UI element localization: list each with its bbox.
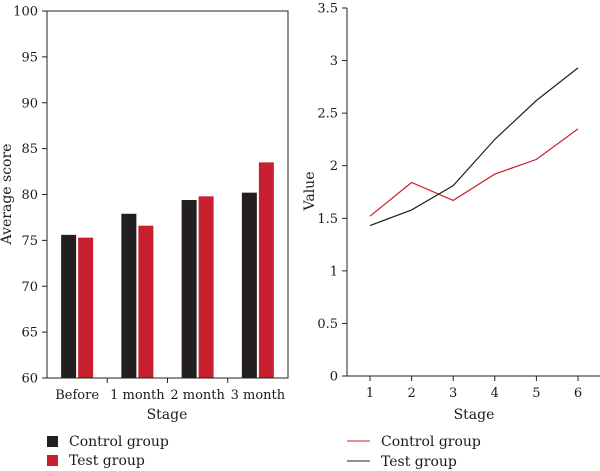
bar-test [258,162,274,378]
legend-label-test: Test group [69,453,145,469]
y-tick-label: 1.5 [317,212,338,227]
bar-test [138,225,154,378]
line-chart: Value Stage Control group Test group 0 0.… [302,2,600,470]
y-tick-label: 75 [21,234,38,249]
bar-control [121,213,137,378]
legend-swatch-test [47,455,58,466]
y-tick-label: 3.5 [317,2,338,17]
y-tick-label: 3 [330,54,338,69]
x-tick-label: Before [55,388,99,403]
y-tick-label: 2.5 [317,107,338,122]
x-tick-label: 3 month [231,388,286,403]
y-tick-label: 60 [21,372,38,387]
y-tick-label: 95 [21,50,38,65]
legend-label-test: Test group [381,454,457,470]
y-tick-label: 85 [21,142,38,157]
plot-frame [46,10,289,379]
legend-swatch-control [47,436,58,447]
y-tick-label: 80 [21,188,38,203]
y-tick-label: 90 [21,96,38,111]
x-tick-label: 5 [532,386,540,401]
legend-label-control: Control group [69,434,169,450]
x-tick-label: 4 [491,386,499,401]
bar-chart-legend: Control group Test group [47,434,169,469]
x-tick-label: 1 month [110,388,165,403]
x-tick-label: 6 [574,386,582,401]
x-tick-label: 1 [366,386,374,401]
line-chart-xlabel: Stage [454,407,495,423]
y-tick-label: 100 [13,5,38,20]
y-tick-label: 70 [21,280,38,295]
bar-control [241,192,257,378]
x-tick-label: 2 month [170,388,225,403]
line-chart-ylabel: Value [302,172,318,212]
y-tick-label: 0 [330,370,338,385]
bar-chart: Average score Stage Control group Test g… [0,5,289,469]
bar-test [78,237,94,378]
legend-label-control: Control group [381,434,481,450]
bar-chart-ylabel: Average score [0,144,15,246]
bar-test [198,196,214,378]
x-tick-label: 3 [449,386,457,401]
bar-control [61,234,77,378]
y-tick-label: 0.5 [317,317,338,332]
x-tick-label: 2 [407,386,415,401]
bar-chart-xlabel: Stage [147,407,188,423]
line-control [369,128,579,217]
line-test [369,67,579,227]
bar-control [181,200,197,378]
y-tick-label: 1 [330,264,338,279]
y-tick-label: 65 [21,326,38,341]
y-tick-label: 2 [330,159,338,174]
line-chart-legend: Control group Test group [347,434,481,470]
